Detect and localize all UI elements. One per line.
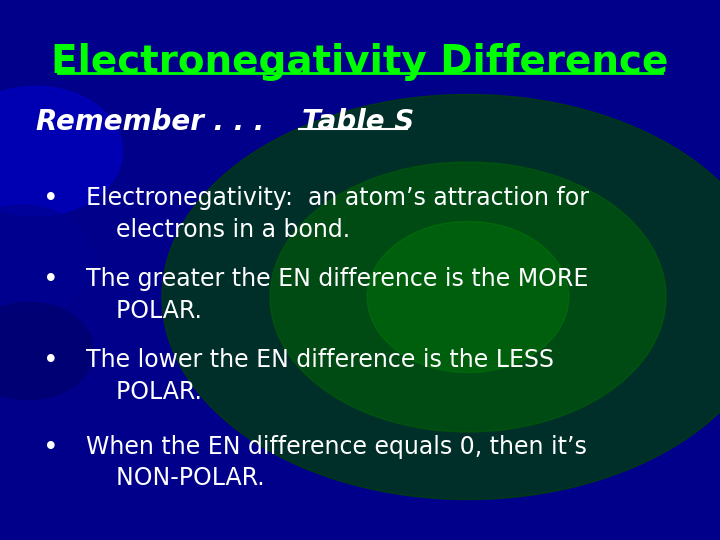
Text: The greater the EN difference is the MORE
    POLAR.: The greater the EN difference is the MOR… xyxy=(86,267,589,323)
Ellipse shape xyxy=(270,162,666,432)
Circle shape xyxy=(0,302,94,400)
Circle shape xyxy=(0,86,122,216)
Circle shape xyxy=(0,205,94,313)
Text: When the EN difference equals 0, then it’s
    NON-POLAR.: When the EN difference equals 0, then it… xyxy=(86,435,588,490)
Text: Electronegativity Difference: Electronegativity Difference xyxy=(51,43,669,81)
Text: The lower the EN difference is the LESS
    POLAR.: The lower the EN difference is the LESS … xyxy=(86,348,554,404)
Text: •: • xyxy=(43,186,59,212)
Ellipse shape xyxy=(367,221,569,373)
Ellipse shape xyxy=(162,94,720,500)
Text: Table S: Table S xyxy=(302,108,415,136)
Text: Remember . . .: Remember . . . xyxy=(36,108,274,136)
Text: •: • xyxy=(43,435,59,461)
Text: •: • xyxy=(43,348,59,374)
Text: •: • xyxy=(43,267,59,293)
Text: Electronegativity:  an atom’s attraction for
    electrons in a bond.: Electronegativity: an atom’s attraction … xyxy=(86,186,590,242)
